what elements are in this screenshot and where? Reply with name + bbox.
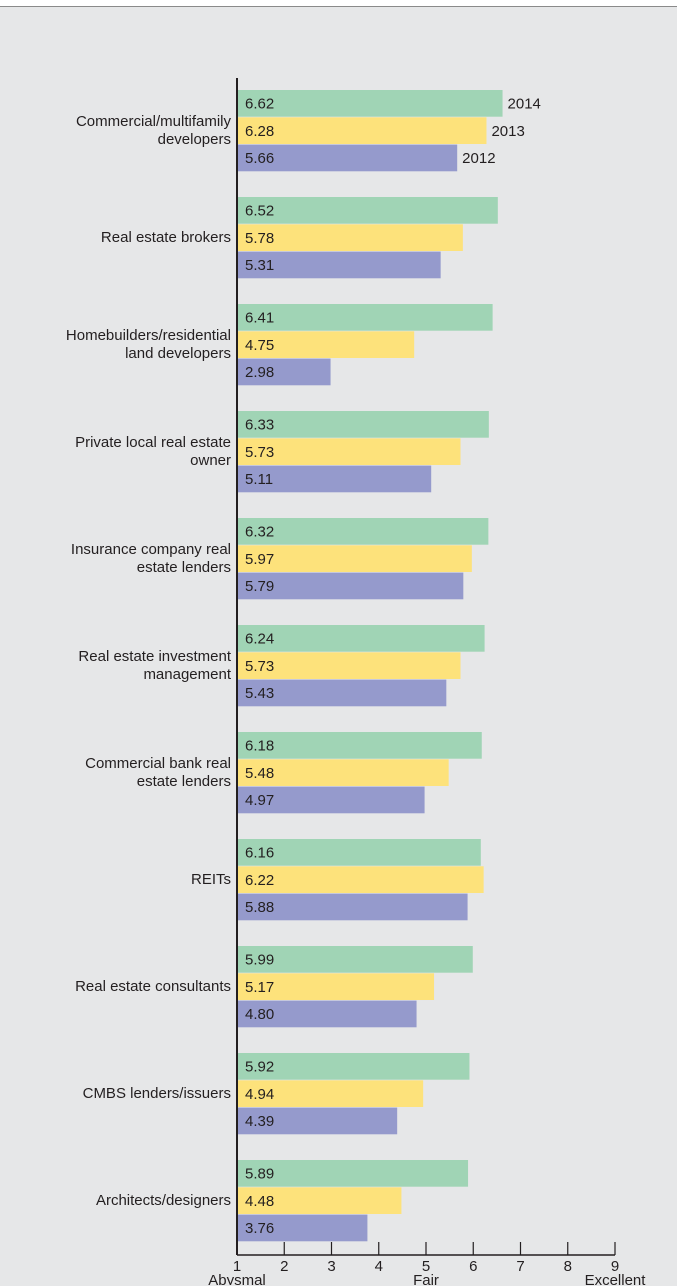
bar — [237, 304, 493, 331]
bar — [237, 331, 415, 358]
value-label: 6.41 — [245, 310, 274, 327]
bar — [237, 1214, 368, 1242]
x-scale-label: Abysmal — [208, 1272, 266, 1285]
bar — [237, 411, 489, 438]
bar — [237, 1107, 398, 1135]
value-label: 6.32 — [245, 524, 274, 541]
bar — [237, 1187, 402, 1214]
value-label: 5.99 — [245, 952, 274, 969]
bar — [237, 652, 461, 679]
bar — [237, 144, 458, 172]
x-tick-label: 7 — [516, 1258, 524, 1275]
x-tick-label: 4 — [375, 1258, 383, 1275]
value-label: 3.76 — [245, 1220, 274, 1237]
bar — [237, 759, 449, 786]
value-label: 6.33 — [245, 417, 274, 434]
bar — [237, 518, 489, 545]
bar — [237, 679, 447, 707]
bar — [237, 572, 464, 600]
x-tick-label: 3 — [327, 1258, 335, 1275]
x-scale-label: Excellent — [585, 1272, 647, 1285]
value-label: 4.97 — [245, 792, 274, 809]
bar — [237, 625, 485, 652]
bar — [237, 973, 435, 1000]
legend-label: 2012 — [462, 150, 495, 167]
bar — [237, 358, 331, 386]
value-label: 4.80 — [245, 1006, 274, 1023]
category-label: Real estate investment management — [78, 647, 231, 683]
value-label: 6.16 — [245, 845, 274, 862]
bar — [237, 1160, 469, 1187]
value-label: 5.43 — [245, 685, 274, 702]
bar — [237, 1000, 417, 1028]
category-label: Commercial bank real estate lenders — [85, 754, 231, 790]
value-label: 4.75 — [245, 337, 274, 354]
category-label: Commercial/multifamily developers — [75, 112, 231, 148]
value-label: 5.66 — [245, 150, 274, 167]
legend-label: 2014 — [508, 96, 541, 113]
value-label: 5.78 — [245, 230, 274, 247]
value-label: 5.73 — [245, 658, 274, 675]
bar — [237, 438, 461, 465]
legend-label: 2013 — [491, 123, 524, 140]
bar — [237, 1080, 424, 1107]
category-label: REITs — [190, 870, 231, 888]
category-label: CMBS lenders/issuers — [82, 1084, 231, 1102]
bar — [237, 786, 425, 814]
value-label: 5.31 — [245, 257, 274, 274]
value-label: 5.11 — [245, 471, 273, 488]
bar — [237, 946, 473, 973]
category-label: Homebuilders/residential land developers — [65, 326, 231, 362]
bar — [237, 893, 468, 921]
value-label: 5.79 — [245, 578, 274, 595]
bar — [237, 117, 487, 144]
value-label: 5.97 — [245, 551, 274, 568]
value-label: 6.24 — [245, 631, 274, 648]
value-label: 5.48 — [245, 765, 274, 782]
x-scale-label: Fair — [413, 1272, 439, 1285]
value-label: 6.18 — [245, 738, 274, 755]
bar — [237, 224, 463, 251]
x-tick-label: 2 — [280, 1258, 288, 1275]
bar — [237, 866, 484, 893]
value-label: 6.22 — [245, 872, 274, 889]
bar — [237, 197, 498, 224]
bar — [237, 1053, 470, 1080]
x-tick-label: 1 — [233, 1258, 241, 1275]
bar — [237, 732, 482, 759]
category-label: Real estate brokers — [100, 228, 231, 246]
category-label: Insurance company real estate lenders — [70, 540, 231, 576]
value-label: 5.88 — [245, 899, 274, 916]
bar — [237, 839, 481, 866]
bar — [237, 545, 472, 572]
bar — [237, 251, 441, 279]
value-label: 6.28 — [245, 123, 274, 140]
value-label: 6.52 — [245, 203, 274, 220]
bar — [237, 90, 503, 117]
x-tick-label: 6 — [469, 1258, 477, 1275]
x-tick-label: 8 — [564, 1258, 572, 1275]
category-label: Private local real estate owner — [75, 433, 231, 469]
value-label: 5.17 — [245, 979, 274, 996]
value-label: 6.62 — [245, 96, 274, 113]
category-label: Architects/designers — [95, 1191, 231, 1209]
x-tick-label: 5 — [422, 1258, 430, 1275]
bar — [237, 465, 432, 493]
value-label: 5.92 — [245, 1059, 274, 1076]
value-label: 4.94 — [245, 1086, 274, 1103]
x-tick-label: 9 — [611, 1258, 619, 1275]
value-label: 4.39 — [245, 1113, 274, 1130]
value-label: 2.98 — [245, 364, 274, 381]
category-label: Real estate consultants — [75, 977, 231, 995]
value-label: 5.73 — [245, 444, 274, 461]
value-label: 4.48 — [245, 1193, 274, 1210]
value-label: 5.89 — [245, 1166, 274, 1183]
